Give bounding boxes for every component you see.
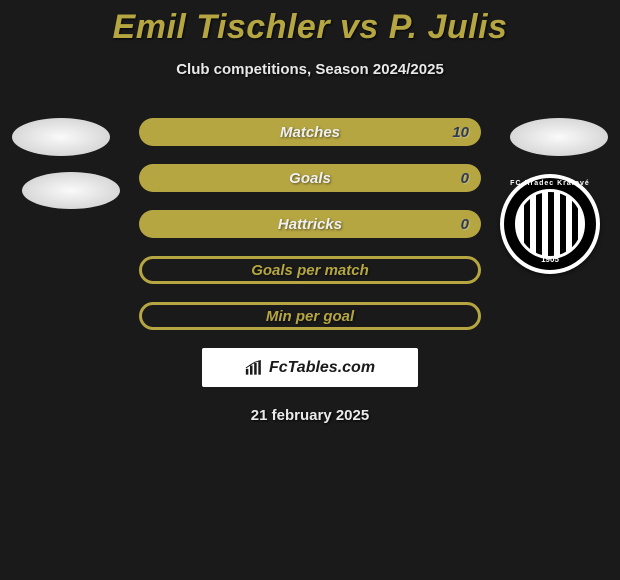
stat-label: Matches	[280, 124, 340, 141]
stat-bar-matches: Matches 10	[139, 118, 481, 146]
stat-value-right: 0	[461, 170, 469, 187]
stat-label: Hattricks	[278, 216, 342, 233]
player-right-avatar	[510, 118, 608, 156]
comparison-title: Emil Tischler vs P. Julis	[0, 0, 620, 47]
stat-label: Min per goal	[266, 308, 354, 325]
stat-bar-min-per-goal: Min per goal	[139, 302, 481, 330]
player-left-avatar-2	[22, 172, 120, 209]
stat-label: Goals	[289, 170, 331, 187]
player-left-avatar-1	[12, 118, 110, 156]
stat-bar-goals-per-match: Goals per match	[139, 256, 481, 284]
comparison-body: FC Hradec Králové 1905 Matches 10 Goals …	[0, 118, 620, 424]
club-badge-year: 1905	[500, 255, 600, 264]
bar-chart-icon	[245, 360, 265, 376]
comparison-date: 21 february 2025	[0, 407, 620, 424]
club-badge: FC Hradec Králové 1905	[500, 174, 600, 274]
stat-value-right: 0	[461, 216, 469, 233]
stat-bars: Matches 10 Goals 0 Hattricks 0 Goals per…	[139, 118, 481, 330]
stat-bar-hattricks: Hattricks 0	[139, 210, 481, 238]
stat-bar-goals: Goals 0	[139, 164, 481, 192]
watermark-badge: FcTables.com	[202, 348, 418, 387]
club-badge-name: FC Hradec Králové	[500, 180, 600, 187]
stat-value-right: 10	[452, 124, 469, 141]
watermark-text: FcTables.com	[269, 359, 375, 377]
stat-label: Goals per match	[251, 262, 369, 279]
comparison-subtitle: Club competitions, Season 2024/2025	[0, 61, 620, 78]
